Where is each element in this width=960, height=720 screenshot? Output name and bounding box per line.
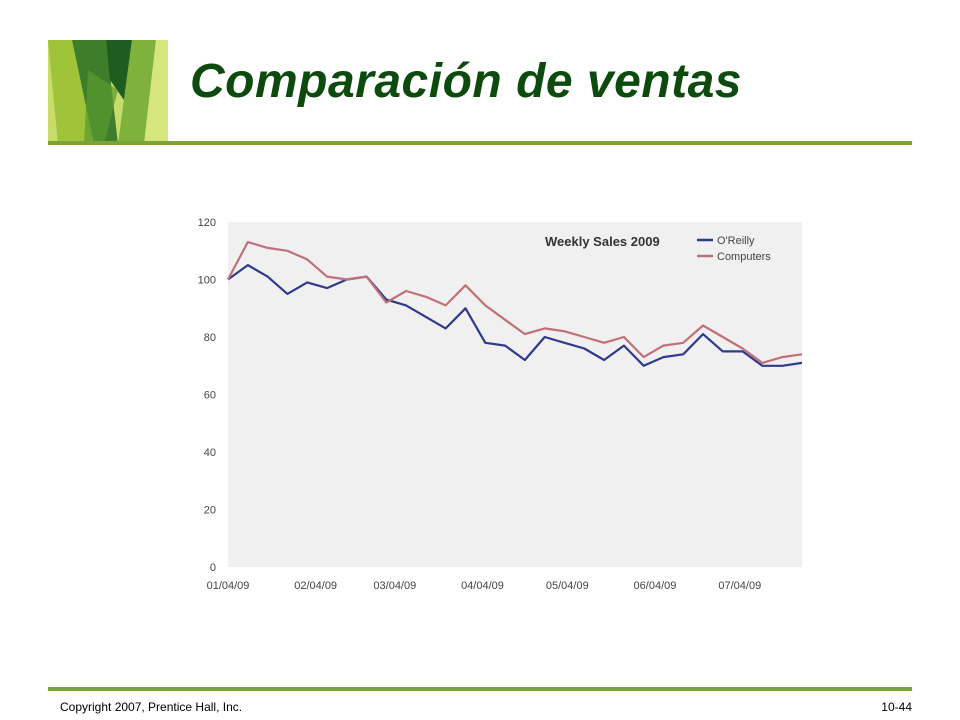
logo-shape bbox=[84, 70, 118, 144]
x-tick-label: 03/04/09 bbox=[373, 580, 416, 592]
y-tick-label: 40 bbox=[204, 447, 216, 459]
y-tick-label: 100 bbox=[198, 275, 216, 287]
x-tick-label: 01/04/09 bbox=[207, 580, 250, 592]
y-tick-label: 0 bbox=[210, 562, 216, 574]
x-tick-label: 06/04/09 bbox=[634, 580, 677, 592]
page-number: 10-44 bbox=[881, 700, 912, 714]
y-tick-label: 20 bbox=[204, 505, 216, 517]
x-tick-label: 02/04/09 bbox=[294, 580, 337, 592]
logo-shape bbox=[144, 40, 168, 144]
logo-shape bbox=[106, 40, 132, 100]
logo-graphic bbox=[48, 40, 168, 144]
series-line bbox=[227, 240, 803, 364]
copyright-text: Copyright 2007, Prentice Hall, Inc. bbox=[60, 700, 243, 714]
legend-label: O'Reilly bbox=[717, 235, 755, 247]
logo-shape bbox=[48, 40, 94, 144]
x-tick-label: 07/04/09 bbox=[718, 580, 761, 592]
y-tick-label: 60 bbox=[204, 390, 216, 402]
x-tick-label: 04/04/09 bbox=[461, 580, 504, 592]
logo-shapes bbox=[48, 40, 168, 144]
plot-area bbox=[228, 222, 802, 567]
footer-rule bbox=[48, 687, 912, 691]
x-tick-label: 05/04/09 bbox=[546, 580, 589, 592]
title-rule bbox=[48, 141, 912, 145]
chart-svg: 0 20 40 60 80 100 120 01/04/09 02/04/09 03/04/09 0… bbox=[198, 217, 803, 592]
slide-title: Comparación de ventas bbox=[190, 55, 742, 108]
series-line bbox=[227, 263, 803, 367]
y-tick-label: 120 bbox=[198, 217, 216, 229]
logo-shape bbox=[118, 40, 156, 144]
chart-title: Weekly Sales 2009 bbox=[545, 234, 660, 249]
weekly-sales-chart: 0 20 40 60 80 100 120 01/04/09 02/04/09 03/04/09 0… bbox=[185, 210, 810, 605]
y-tick-label: 80 bbox=[204, 332, 216, 344]
legend-label: Computers bbox=[717, 251, 771, 263]
